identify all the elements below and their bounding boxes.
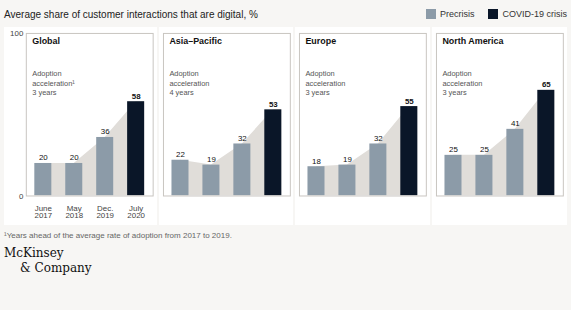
svg-text:Adoptionacceleration4 years: Adoptionacceleration4 years	[169, 69, 209, 97]
svg-text:100: 100	[10, 29, 24, 38]
svg-text:19: 19	[207, 155, 216, 164]
svg-text:41: 41	[511, 119, 520, 128]
svg-text:25: 25	[449, 145, 458, 154]
html-text:COVID-19 crisis: COVID-19 crisis	[502, 9, 567, 19]
html-text:McKinsey: McKinsey	[4, 246, 64, 261]
svg-text:0: 0	[19, 192, 24, 201]
svg-text:25: 25	[480, 145, 489, 154]
svg-text:65: 65	[542, 80, 551, 89]
svg-text:55: 55	[405, 97, 414, 106]
svg-text:19: 19	[343, 155, 352, 164]
svg-text:July2020: July2020	[127, 204, 145, 221]
html-text:Average share of customer inte: Average share of customer interactions t…	[4, 8, 258, 20]
html-text:¹Years ahead of the average ra: ¹Years ahead of the average rate of adop…	[4, 231, 232, 241]
svg-text:May2018: May2018	[65, 204, 83, 221]
svg-text:22: 22	[176, 150, 185, 159]
svg-text:32: 32	[238, 134, 247, 143]
svg-text:58: 58	[132, 92, 141, 101]
svg-text:20: 20	[70, 153, 79, 162]
svg-text:North America: North America	[443, 36, 505, 46]
svg-text:Adoptionacceleration3 years: Adoptionacceleration3 years	[443, 69, 483, 97]
svg-text:32: 32	[374, 134, 383, 143]
svg-text:Dec.2019: Dec.2019	[96, 204, 114, 221]
svg-text:Adoptionacceleration¹3 years: Adoptionacceleration¹3 years	[32, 69, 75, 97]
svg-text:Asia–Pacific: Asia–Pacific	[169, 36, 222, 46]
svg-text:Global: Global	[32, 36, 60, 46]
html-text:Precrisis: Precrisis	[440, 9, 475, 19]
svg-text:Adoptionacceleration3 years: Adoptionacceleration3 years	[306, 69, 346, 97]
html-text:& Company: & Company	[20, 261, 92, 276]
svg-text:36: 36	[101, 127, 110, 136]
svg-text:53: 53	[269, 100, 278, 109]
svg-text:June2017: June2017	[35, 204, 53, 221]
svg-text:20: 20	[39, 153, 48, 162]
svg-text:Europe: Europe	[306, 36, 337, 46]
svg-text:18: 18	[313, 157, 322, 166]
